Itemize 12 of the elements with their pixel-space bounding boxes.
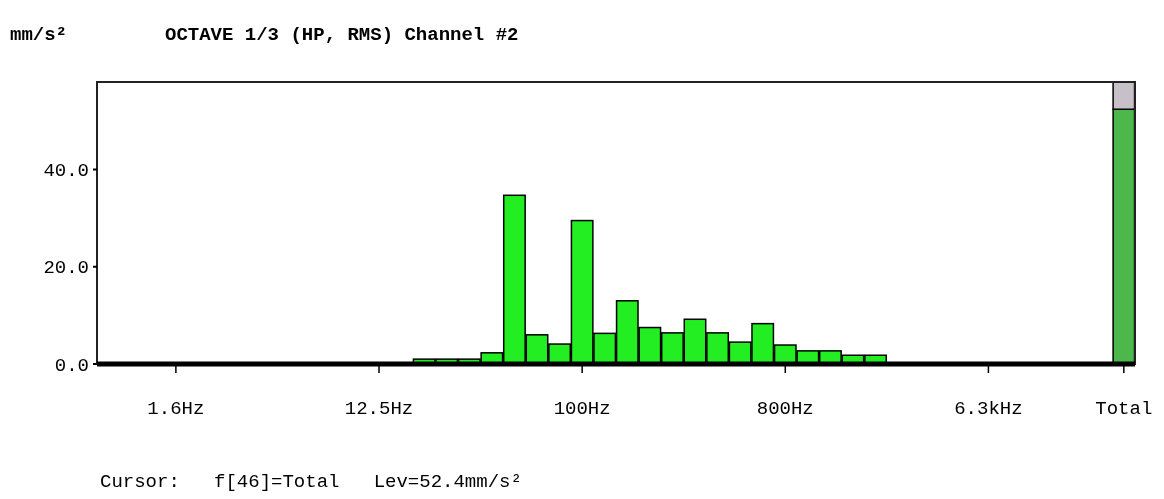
x-tick-label: 6.3kHz	[954, 398, 1023, 420]
x-tick-label: 1.6Hz	[147, 398, 205, 420]
text: Cursor: f[46]=Total Lev=52.4mm/s²	[100, 471, 522, 493]
x-tick-label: 12.5Hz	[344, 398, 414, 420]
x-tick-label: Total	[1095, 398, 1153, 420]
y-tick-label: 0.0	[54, 354, 89, 377]
x-tick-label: 100Hz	[553, 398, 611, 420]
chart-title: OCTAVE 1/3 (HP, RMS) Channel #2	[165, 24, 519, 46]
y-axis-title: mm/s²	[10, 24, 68, 46]
x-tick-label: 800Hz	[756, 398, 814, 420]
y-tick-label: 40.0	[43, 160, 89, 183]
y-tick-label: 20.0	[43, 257, 89, 280]
